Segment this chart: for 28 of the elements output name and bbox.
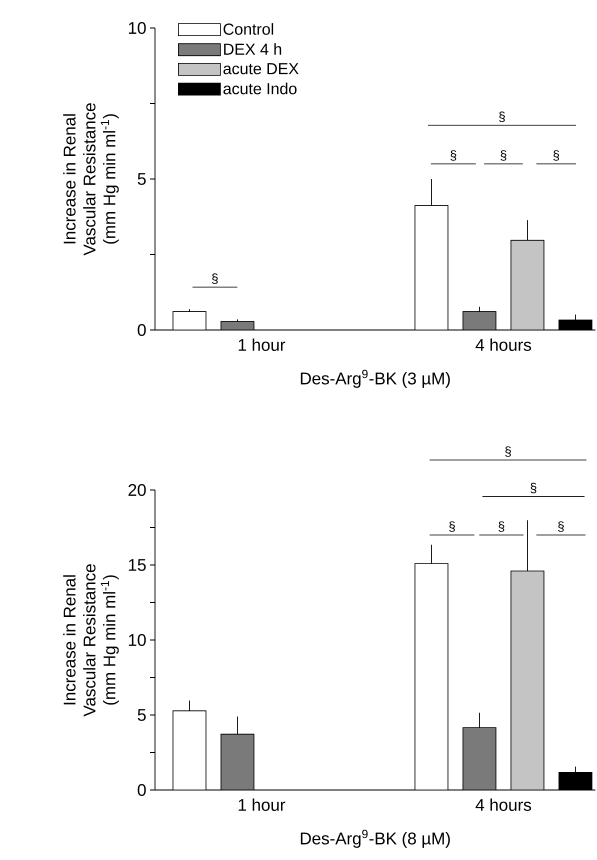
annotation: § [500,150,506,161]
annotation: § [498,521,504,532]
y-tick-label: 20 [128,484,146,496]
y-tick-label: 10 [128,634,146,646]
x-tick-label: 1 hour [238,338,286,351]
y-tick-label: 5 [138,173,146,185]
annotation: § [449,521,455,532]
legend-label: acute DEX [223,63,299,74]
annotation: § [553,150,560,161]
x-tick-label: 1 hour [238,798,286,811]
y-tick-label: 5 [138,709,146,721]
y-tick-label: 15 [128,559,146,571]
x-axis-title: Des-Arg$^{9}$-BK (3 µM) [300,370,450,388]
y-tick-label: 0 [138,784,146,796]
annotation: § [212,273,218,284]
legend-label: acute Indo [223,82,297,94]
y-tick-label: 0 [138,324,146,336]
y-tick-label: 10 [128,22,146,34]
annotation: § [530,482,536,494]
annotation: § [499,112,505,122]
x-axis-title: Des-Arg$^{9}$-BK (8 µM) [300,830,450,848]
x-tick-label: 4 hours [476,338,532,351]
x-tick-label: 4 hours [476,798,532,811]
legend-label: DEX 4 h [224,43,282,55]
annotation: § [450,150,456,161]
annotation: § [558,521,564,532]
text: § [505,446,511,457]
legend-label: Control [224,23,274,35]
